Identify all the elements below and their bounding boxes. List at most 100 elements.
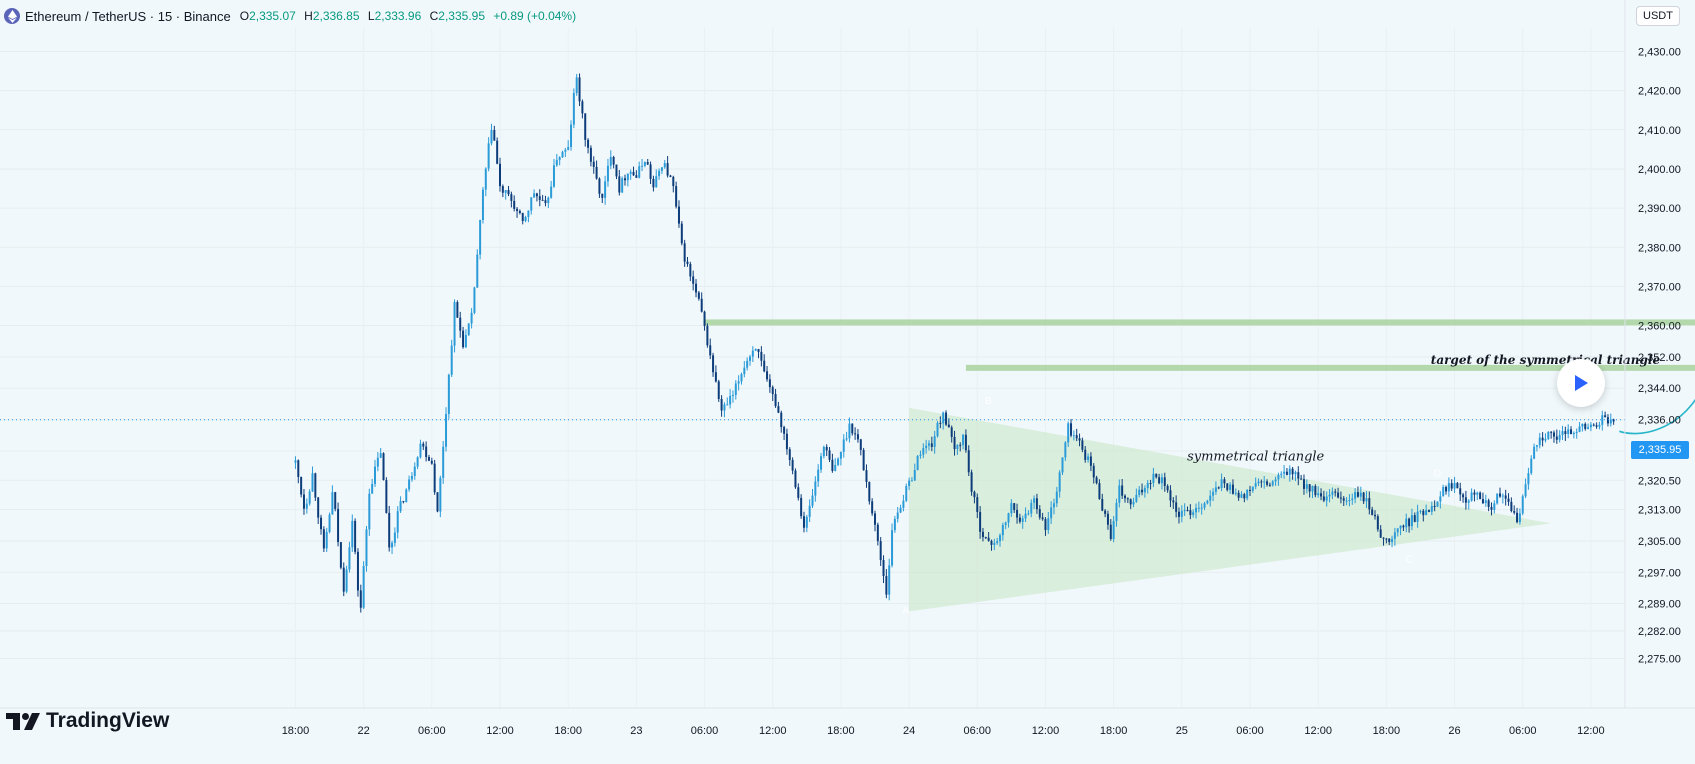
candle-body [1033,498,1036,503]
candle-body [541,199,544,201]
candle-body [1214,487,1217,492]
candle-body [712,355,715,373]
candle-body [845,438,848,440]
change-value: +0.89 (+0.04%) [493,9,577,23]
candle-body [1243,494,1246,499]
candle-body [396,511,399,533]
candle-body [774,394,777,407]
candle-body [337,508,340,543]
candle-body [555,160,558,166]
candle-body [1126,498,1129,500]
pattern-point-d: D [1434,468,1441,479]
candle-body [1396,528,1399,533]
symbol-legend[interactable]: Ethereum / TetherUS · 15 · Binance O2,33… [4,8,576,24]
candle-body [1501,495,1504,497]
candle-body [1288,468,1291,475]
candle-body [1052,503,1055,508]
tradingview-logo[interactable]: TradingView [6,709,169,733]
candle-body [345,569,348,592]
candle-body [1035,498,1038,510]
candle-body [1030,502,1033,514]
candle-body [575,77,578,94]
candle-body [1081,440,1084,450]
candle-body [788,449,791,460]
candle-body [354,520,357,552]
candle-body [962,434,965,445]
x-axis[interactable]: 18:00 22 06:00 12:00 18:00 23 06:00 12:00 18:00 2… [0,707,1695,737]
candle-body [1195,507,1198,513]
candle-body [1135,494,1138,502]
candle-layer [294,73,1615,613]
x-tick-label: 24 [903,725,915,737]
candle-body [822,446,825,457]
candle-body [453,302,456,346]
candle-body [1231,484,1234,494]
candle-body [527,210,530,218]
candle-body [1507,498,1510,502]
candle-body [791,459,794,471]
candle-body [1200,507,1203,509]
candle-body [356,551,359,591]
candle-body [729,395,732,405]
candle-body [1365,498,1368,502]
candle-body [601,193,604,198]
ethereum-icon [4,8,20,24]
x-tick-label: 22 [358,725,370,737]
candle-body [1141,489,1144,493]
candle-body [658,170,661,177]
candle-body [1552,432,1555,437]
candle-body [862,449,865,471]
candle-body [700,298,703,312]
candle-body [584,113,587,140]
candle-body [1587,427,1590,429]
candle-body [1263,481,1266,483]
candle-body [621,178,624,193]
candle-body [371,483,374,494]
candle-body [1450,483,1453,489]
candle-body [1297,472,1300,479]
candle-body [839,451,842,459]
candle-body [820,456,823,470]
candle-body [677,206,680,224]
candle-body [893,518,896,531]
candle-body [913,469,916,481]
y-tick-label: 2,390.00 [1638,203,1681,215]
candle-body [1490,506,1493,510]
candle-body [760,351,763,361]
candle-body [405,489,408,503]
symbol-name: Ethereum / TetherUS [25,8,147,24]
x-tick-label: 25 [1176,725,1188,737]
candle-body [680,223,683,244]
candle-body [1328,494,1331,497]
y-tick-label: 2,420.00 [1638,86,1681,98]
candle-body [504,190,507,193]
candle-body [737,381,740,384]
candle-body [1283,471,1286,474]
x-tick-label: 06:00 [1509,725,1537,737]
play-button[interactable] [1557,359,1605,407]
candle-body [984,537,987,539]
candle-body [433,463,436,493]
candle-body [1535,445,1538,447]
candle-body [535,193,538,197]
candle-body [1453,482,1456,489]
candle-body [999,535,1001,542]
candle-body [1067,423,1070,443]
candle-body [410,476,413,480]
currency-badge[interactable]: USDT [1636,6,1680,26]
candle-body [851,423,854,434]
candle-body [382,453,385,481]
candle-body [609,157,612,166]
symmetrical-triangle [909,407,1552,612]
y-axis[interactable]: 2,430.00 2,420.00 2,410.00 2,400.00 2,390.00… [1624,0,1681,708]
candle-body [1172,500,1175,503]
candle-body [1521,496,1524,514]
open-value: 2,335.07 [249,9,296,23]
candle-body [1339,497,1342,499]
candle-body [1180,510,1183,517]
candle-body [1104,510,1107,514]
candle-body [473,287,476,313]
candle-body [882,560,885,577]
candle-body [902,500,905,508]
